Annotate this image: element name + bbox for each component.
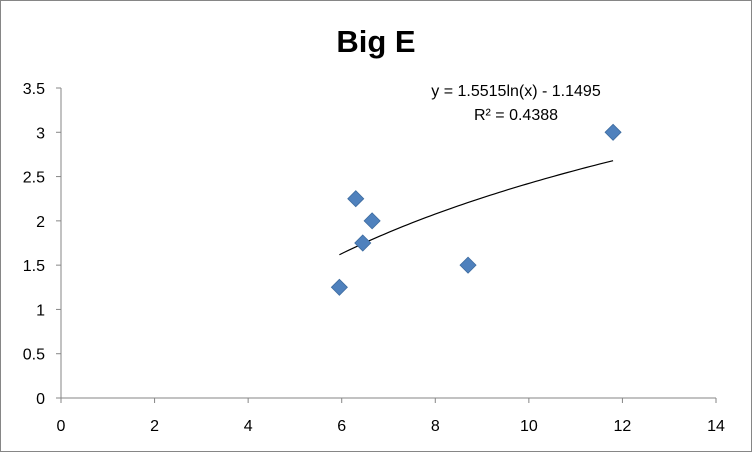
- data-point: [354, 234, 372, 252]
- data-point: [459, 256, 477, 274]
- y-tick-label: 1.5: [23, 258, 45, 275]
- trendline-r-squared: R² = 0.4388: [474, 107, 558, 124]
- x-tick-label: 8: [431, 418, 440, 435]
- trendline: [339, 160, 614, 256]
- y-tick-label: 2.5: [23, 170, 45, 187]
- axes: [56, 87, 717, 403]
- x-tick-label: 2: [150, 418, 159, 435]
- data-point: [330, 278, 348, 296]
- x-tick-label: 12: [614, 418, 632, 435]
- trendline-group: [339, 160, 614, 256]
- x-tick-label: 10: [520, 418, 538, 435]
- x-tick-label: 14: [707, 418, 725, 435]
- data-point: [347, 190, 365, 208]
- x-tick-label: 6: [337, 418, 346, 435]
- y-tick-label: 3.5: [23, 81, 45, 98]
- y-tick-label: 0.5: [23, 347, 45, 364]
- x-tick-label: 0: [57, 418, 66, 435]
- x-tick-label: 4: [244, 418, 253, 435]
- y-tick-label: 0: [36, 391, 45, 408]
- data-points: [330, 123, 622, 296]
- data-point: [604, 123, 622, 141]
- chart-title: Big E: [336, 24, 415, 59]
- y-tick-label: 2: [36, 214, 45, 231]
- tick-labels: 0 0.5 1 1.5 2 2.5 3 3.5 0 2 4 6 8 10 12 14: [23, 81, 725, 435]
- data-point: [363, 212, 381, 230]
- y-tick-label: 3: [36, 125, 45, 142]
- y-tick-label: 1: [36, 302, 45, 319]
- trendline-equation: y = 1.5515ln(x) - 1.1495: [431, 83, 601, 100]
